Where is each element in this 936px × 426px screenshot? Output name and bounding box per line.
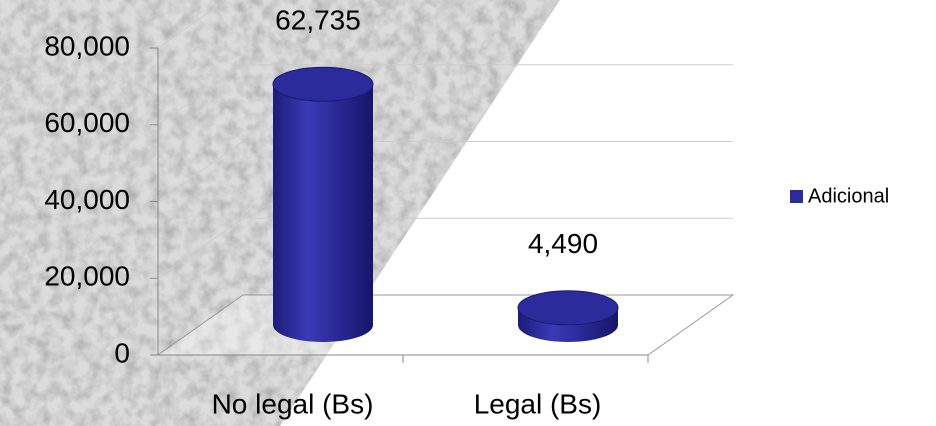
x-tick-label: Legal (Bs): [474, 388, 602, 419]
y-tick-label: 60,000: [44, 107, 130, 138]
grid-line: [157, 64, 733, 126]
y-tick-label: 40,000: [44, 184, 130, 215]
y-tick-label: 0: [114, 337, 130, 368]
floor: [156, 294, 735, 356]
value-label: 62,735: [275, 5, 361, 36]
legend-label: Adicional: [808, 185, 889, 207]
bar-top: [517, 290, 619, 326]
bar-body: [273, 84, 373, 342]
plot-area: 0 20,000 40,000 60,000 80,000 No legal (Bs) Le…: [44, 0, 889, 419]
bar-top: [272, 66, 374, 102]
grid-line: [157, 217, 733, 279]
y-tick-label: 20,000: [44, 261, 130, 292]
y-tick-label: 80,000: [44, 30, 130, 61]
value-label: 4,490: [528, 228, 598, 259]
grid-line: [157, 0, 227, 49]
grid-line: [157, 141, 733, 202]
x-tick-label: No legal (Bs): [212, 388, 374, 419]
legend-swatch: [790, 190, 803, 203]
